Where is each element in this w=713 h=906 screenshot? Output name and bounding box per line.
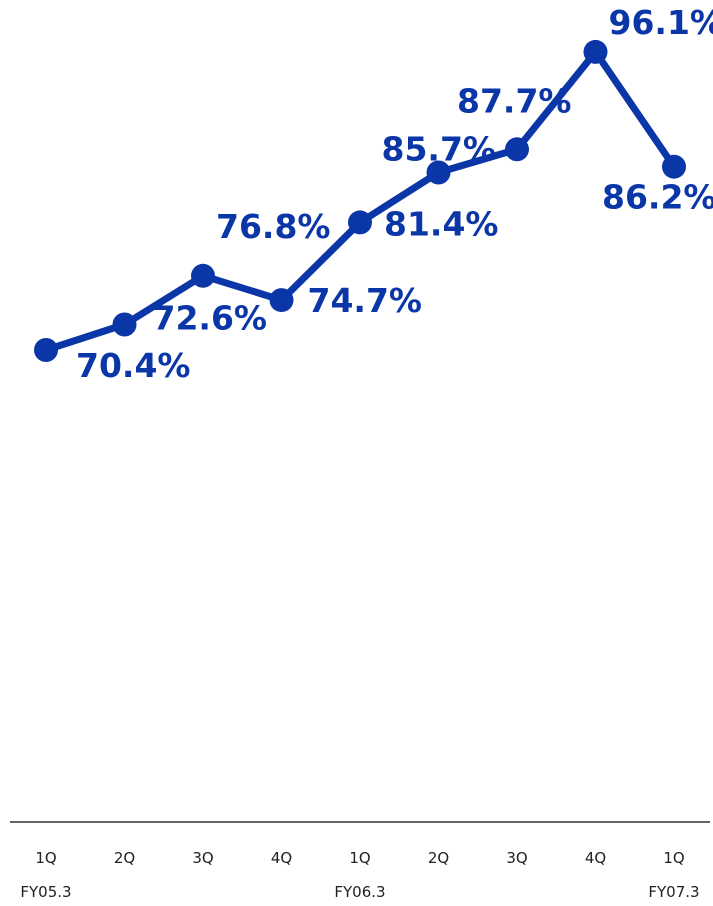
- data-point: [426, 160, 451, 185]
- data-point: [112, 312, 137, 337]
- x-tick-label: 1Q: [349, 849, 370, 867]
- data-label: 96.1%: [609, 3, 713, 42]
- x-group-label: FY07.3: [648, 883, 699, 901]
- x-group-label: FY05.3: [20, 883, 71, 901]
- x-group-label: FY06.3: [334, 883, 385, 901]
- x-tick-label: 1Q: [663, 849, 684, 867]
- x-tick-label: 4Q: [271, 849, 292, 867]
- data-point: [662, 154, 686, 179]
- data-label: 74.7%: [308, 281, 423, 320]
- data-label: 87.7%: [457, 81, 572, 120]
- data-label: 86.2%: [602, 178, 713, 217]
- x-tick-label: 4Q: [585, 849, 606, 867]
- data-label: 70.4%: [76, 346, 191, 385]
- data-label: 85.7%: [382, 130, 497, 169]
- data-point: [269, 288, 294, 313]
- x-tick-label: 2Q: [114, 849, 135, 867]
- x-tick-label: 3Q: [506, 849, 527, 867]
- data-point: [34, 338, 58, 362]
- x-tick-label: 3Q: [192, 849, 213, 867]
- data-point: [191, 263, 215, 288]
- data-label: 72.6%: [153, 299, 268, 338]
- x-tick-label: 2Q: [428, 849, 449, 867]
- chart-marks: 70.4% 72.6% 76.8% 74.7% 81.4% 85.7% 87.7% 96.1%…: [34, 3, 713, 385]
- x-axis-groups: FY05.3 FY06.3 FY07.3: [20, 883, 699, 901]
- data-point: [505, 137, 529, 162]
- data-point: [583, 39, 608, 64]
- data-point: [348, 210, 372, 235]
- data-label: 76.8%: [216, 207, 331, 246]
- data-label: 81.4%: [384, 204, 499, 243]
- x-axis-ticks: 1Q 2Q 3Q 4Q 1Q 2Q 3Q 4Q 1Q: [35, 849, 684, 867]
- x-tick-label: 1Q: [35, 849, 56, 867]
